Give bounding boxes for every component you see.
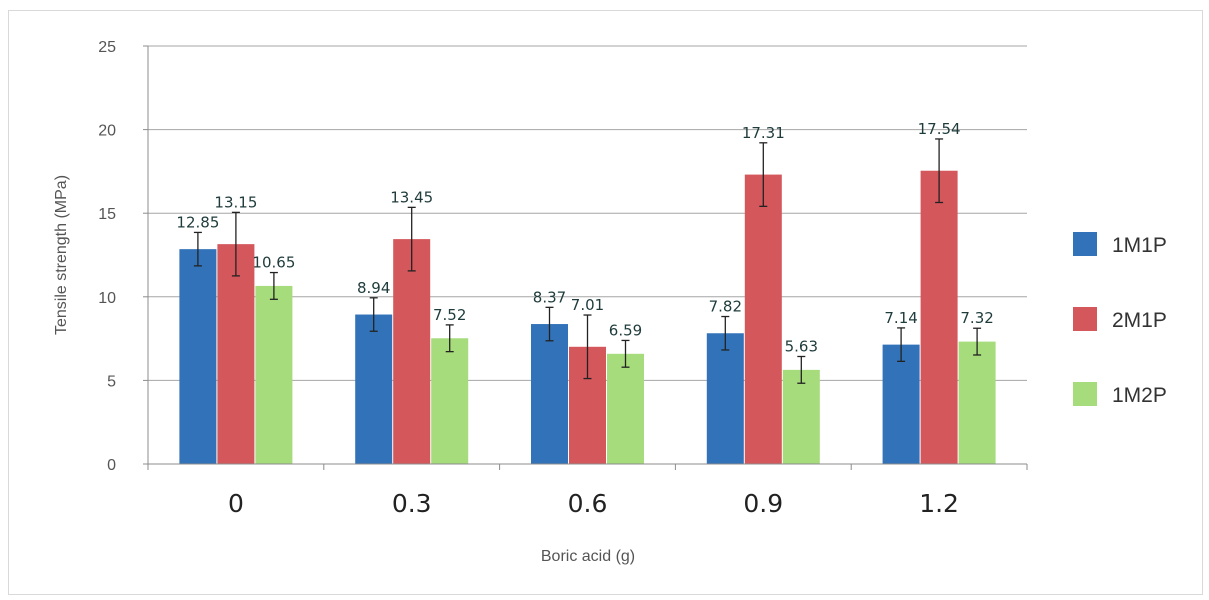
- data-label: 7.01: [571, 296, 604, 314]
- x-tick-label: 0.3: [392, 489, 432, 518]
- bar: [431, 338, 469, 464]
- bar: [920, 170, 958, 464]
- bar: [882, 344, 920, 464]
- bar: [607, 353, 644, 464]
- data-label: 7.82: [709, 298, 742, 316]
- data-label: 7.14: [884, 309, 917, 327]
- y-tick-label: 0: [107, 457, 116, 474]
- legend-label: 2M1P: [1112, 309, 1167, 332]
- bar: [217, 244, 255, 464]
- data-label: 7.32: [960, 309, 993, 327]
- data-label: 13.15: [214, 193, 257, 211]
- legend-label: 1M1P: [1112, 234, 1167, 257]
- axes: [143, 45, 1028, 470]
- y-tick-label: 20: [98, 123, 116, 140]
- data-label: 8.37: [533, 288, 566, 306]
- data-labels: 12.85 8.94 8.37 7.82 7.14 13.15 13.45 7.01 17.31…: [176, 120, 993, 356]
- x-tick-label: 1.2: [919, 489, 959, 518]
- bar: [355, 314, 393, 464]
- bar: [393, 239, 431, 464]
- bar: [706, 333, 744, 464]
- data-label: 17.54: [918, 120, 961, 138]
- bar: [255, 285, 293, 464]
- error-bars: [193, 138, 982, 384]
- y-axis-ticks: 0 5 10 15 20 25: [98, 39, 116, 474]
- data-label: 7.52: [433, 306, 466, 324]
- y-axis-label: Tensile strength (MPa): [53, 175, 70, 335]
- bar: [531, 324, 568, 464]
- x-tick-label: 0: [228, 489, 244, 518]
- legend-swatch: [1073, 307, 1097, 331]
- legend-swatch: [1073, 232, 1097, 256]
- data-label: 8.94: [357, 279, 390, 297]
- y-tick-label: 15: [98, 206, 116, 223]
- y-tick-label: 10: [98, 290, 116, 307]
- bars: [179, 170, 996, 465]
- legend-swatch: [1073, 382, 1097, 406]
- bar: [744, 174, 782, 465]
- y-tick-label: 5: [107, 373, 116, 390]
- gridlines: [148, 45, 1027, 381]
- x-axis-ticks: 0 0.3 0.6 0.9 1.2: [228, 489, 959, 518]
- data-label: 6.59: [609, 321, 642, 339]
- x-axis-label: Boric acid (g): [541, 548, 635, 565]
- data-label: 5.63: [785, 337, 818, 355]
- legend-label: 1M2P: [1112, 384, 1167, 407]
- data-label: 10.65: [252, 254, 295, 272]
- x-tick-label: 0.6: [568, 489, 608, 518]
- bar: [782, 369, 820, 464]
- bar: [958, 341, 996, 464]
- data-label: 12.85: [176, 213, 219, 231]
- data-label: 13.45: [390, 188, 433, 206]
- x-tick-label: 0.9: [743, 489, 783, 518]
- legend: 1M1P 2M1P 1M2P: [1073, 232, 1167, 407]
- y-tick-label: 25: [98, 39, 116, 56]
- bar: [179, 249, 217, 464]
- data-label: 17.31: [742, 124, 785, 142]
